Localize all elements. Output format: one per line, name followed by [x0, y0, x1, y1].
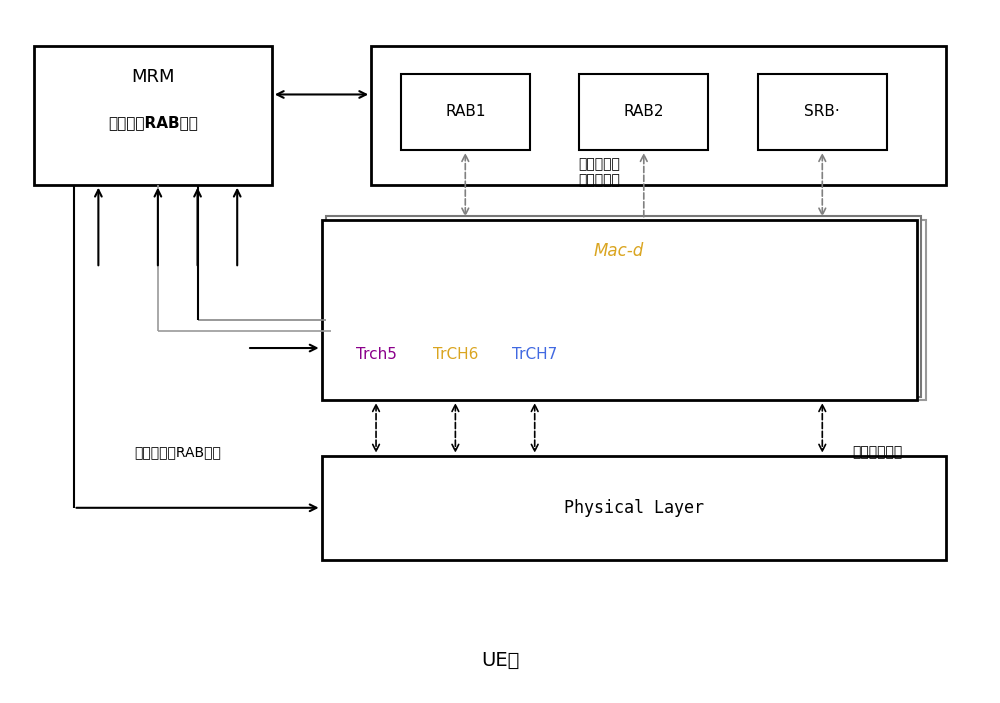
Text: MRM: MRM — [131, 68, 175, 86]
Text: TrCH6: TrCH6 — [433, 347, 478, 363]
Text: 数据业务只
缓存不发送: 数据业务只 缓存不发送 — [578, 157, 620, 187]
Text: Physical Layer: Physical Layer — [564, 499, 704, 517]
Text: TrCH7: TrCH7 — [512, 347, 557, 363]
Bar — [579, 74, 708, 150]
Text: 信令传输信道: 信令传输信道 — [852, 445, 902, 459]
Text: RAB1: RAB1 — [445, 104, 486, 120]
Text: UE侧: UE侧 — [481, 651, 519, 670]
Bar — [34, 46, 272, 185]
Bar — [326, 216, 921, 396]
Text: Trch5: Trch5 — [356, 347, 396, 363]
Bar — [322, 219, 916, 400]
Text: 并发业务RAB管理: 并发业务RAB管理 — [108, 115, 198, 130]
Bar — [331, 219, 926, 400]
Text: SRB·: SRB· — [804, 104, 840, 120]
Bar — [371, 46, 946, 185]
Text: Mac-d: Mac-d — [594, 242, 644, 260]
Bar — [322, 456, 946, 560]
Bar — [401, 74, 530, 150]
Text: 语音的三个RAB子流: 语音的三个RAB子流 — [134, 445, 221, 459]
Text: RAB2: RAB2 — [624, 104, 664, 120]
Bar — [758, 74, 887, 150]
